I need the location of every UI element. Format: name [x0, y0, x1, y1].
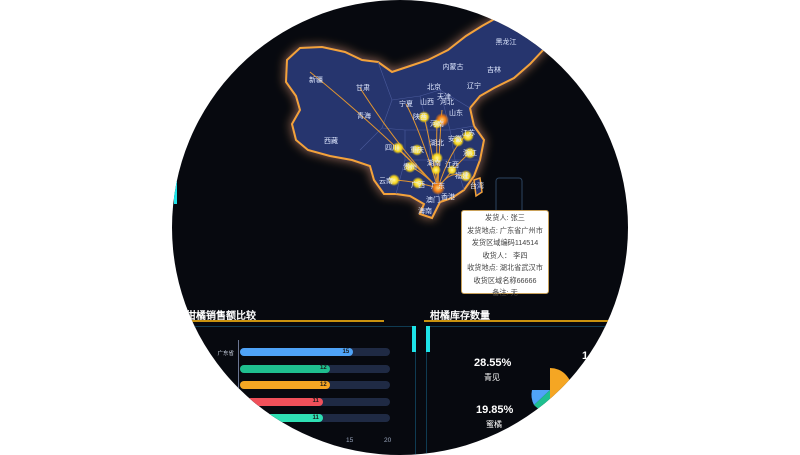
province-label: 重庆	[410, 147, 424, 154]
tooltip-line-note: 备注: 无	[492, 288, 518, 297]
province-label: 天津	[437, 94, 451, 101]
province-label: 吉林	[487, 67, 501, 74]
province-label: 陕西	[413, 114, 427, 121]
bar	[240, 348, 353, 356]
stock-name-1: 青见	[484, 373, 500, 382]
stock-pct-3: 1	[582, 350, 589, 362]
sales-panel-divider	[180, 320, 384, 322]
province-label: 西藏	[324, 138, 338, 145]
bar	[240, 364, 330, 373]
bar	[240, 414, 323, 422]
stock-name-2: 蜜橘	[486, 420, 502, 429]
bar	[240, 381, 330, 389]
shipment-tooltip: 发货人: 张三 发货地点: 广东省广州市 发货区域编码114514 收货人： 李…	[461, 210, 549, 297]
province-label: 河北	[440, 99, 454, 106]
tooltip-line-receive-location: 收货地点: 湖北省武汉市	[467, 263, 543, 272]
pie-leader-line	[568, 373, 588, 386]
province-label: 黑龙江	[495, 39, 517, 46]
circular-viewport: 黑龙江吉林 内蒙古辽宁 新疆甘肃 北京天津宁夏 山西 河北山东 青海 陕西 河南江苏西藏 安徽四川…	[172, 0, 628, 455]
tooltip-line-receive-area: 收货区域名称66666	[473, 275, 537, 285]
stock-pct-2: 19.85%	[476, 404, 514, 416]
province-label: 辽宁	[467, 83, 481, 90]
bar-category-label: 广东省	[217, 351, 234, 357]
province-label: 安徽	[448, 136, 462, 143]
stock-pct-1: 28.55%	[474, 357, 512, 369]
city-markers	[388, 111, 476, 195]
bar-value-label: 15	[342, 348, 350, 355]
province-label: 云南	[379, 178, 393, 185]
sales-panel-title: 柑橘销售额比较	[186, 311, 256, 322]
sales-frame-corner	[412, 326, 416, 352]
y-axis-line	[238, 340, 239, 436]
pie-slice-teal	[534, 390, 550, 412]
stock-panel-title: 柑橘库存数量	[430, 311, 490, 322]
bar-value-label: 12	[320, 381, 327, 388]
province-label: 湖南	[427, 160, 441, 167]
province-label: 海南	[418, 208, 432, 215]
bar-value-label: 11	[312, 414, 319, 421]
province-label: 贵州	[403, 164, 417, 171]
province-label: 青海	[357, 113, 371, 120]
province-label: 河南	[430, 121, 444, 128]
province-label: 内蒙古	[442, 64, 464, 71]
province-label: 浙江	[463, 150, 477, 157]
stock-panel-divider	[424, 320, 620, 322]
tooltip-line-shipper: 发货人: 张三	[485, 213, 525, 222]
bar	[240, 397, 323, 406]
province-label: 宁夏	[399, 101, 413, 108]
province-label: 山东	[449, 110, 463, 117]
province-label: 香港	[441, 194, 455, 201]
province-label: 台湾	[470, 183, 484, 190]
province-label: 广西	[411, 182, 425, 189]
china-map	[174, 14, 547, 220]
province-label: 四川	[385, 145, 399, 152]
province-label: 广东	[431, 183, 445, 190]
province-label: 北京	[427, 84, 441, 91]
pie-slice-blue	[531, 390, 550, 405]
bar-value-label: 11	[312, 398, 319, 404]
tooltip-line-ship-location: 发货地点: 广东省广州市	[467, 225, 543, 235]
province-label: 澳门	[426, 197, 440, 204]
province-label: 甘肃	[356, 85, 370, 92]
province-label: 江苏	[461, 130, 475, 137]
sales-panel-frame	[180, 326, 416, 455]
province-label: 江西	[445, 162, 459, 169]
axis-tick-20: 20	[384, 437, 392, 444]
stock-frame-corner	[426, 326, 430, 352]
tooltip-line-ship-code: 发货区域编码114514	[471, 238, 539, 247]
province-label: 新疆	[309, 77, 323, 84]
province-label: 湖北	[430, 140, 444, 147]
province-label: 山西	[420, 99, 434, 106]
axis-tick-15: 15	[346, 437, 354, 444]
pie-slice-orange	[550, 368, 572, 412]
bar-value-label: 12	[320, 365, 327, 371]
stock-pie-chart	[531, 368, 572, 412]
stock-panel-frame	[426, 326, 628, 455]
province-label: 福建	[455, 173, 469, 180]
map-shape	[284, 14, 547, 220]
tooltip-line-receiver: 收货人： 李四	[482, 250, 528, 260]
